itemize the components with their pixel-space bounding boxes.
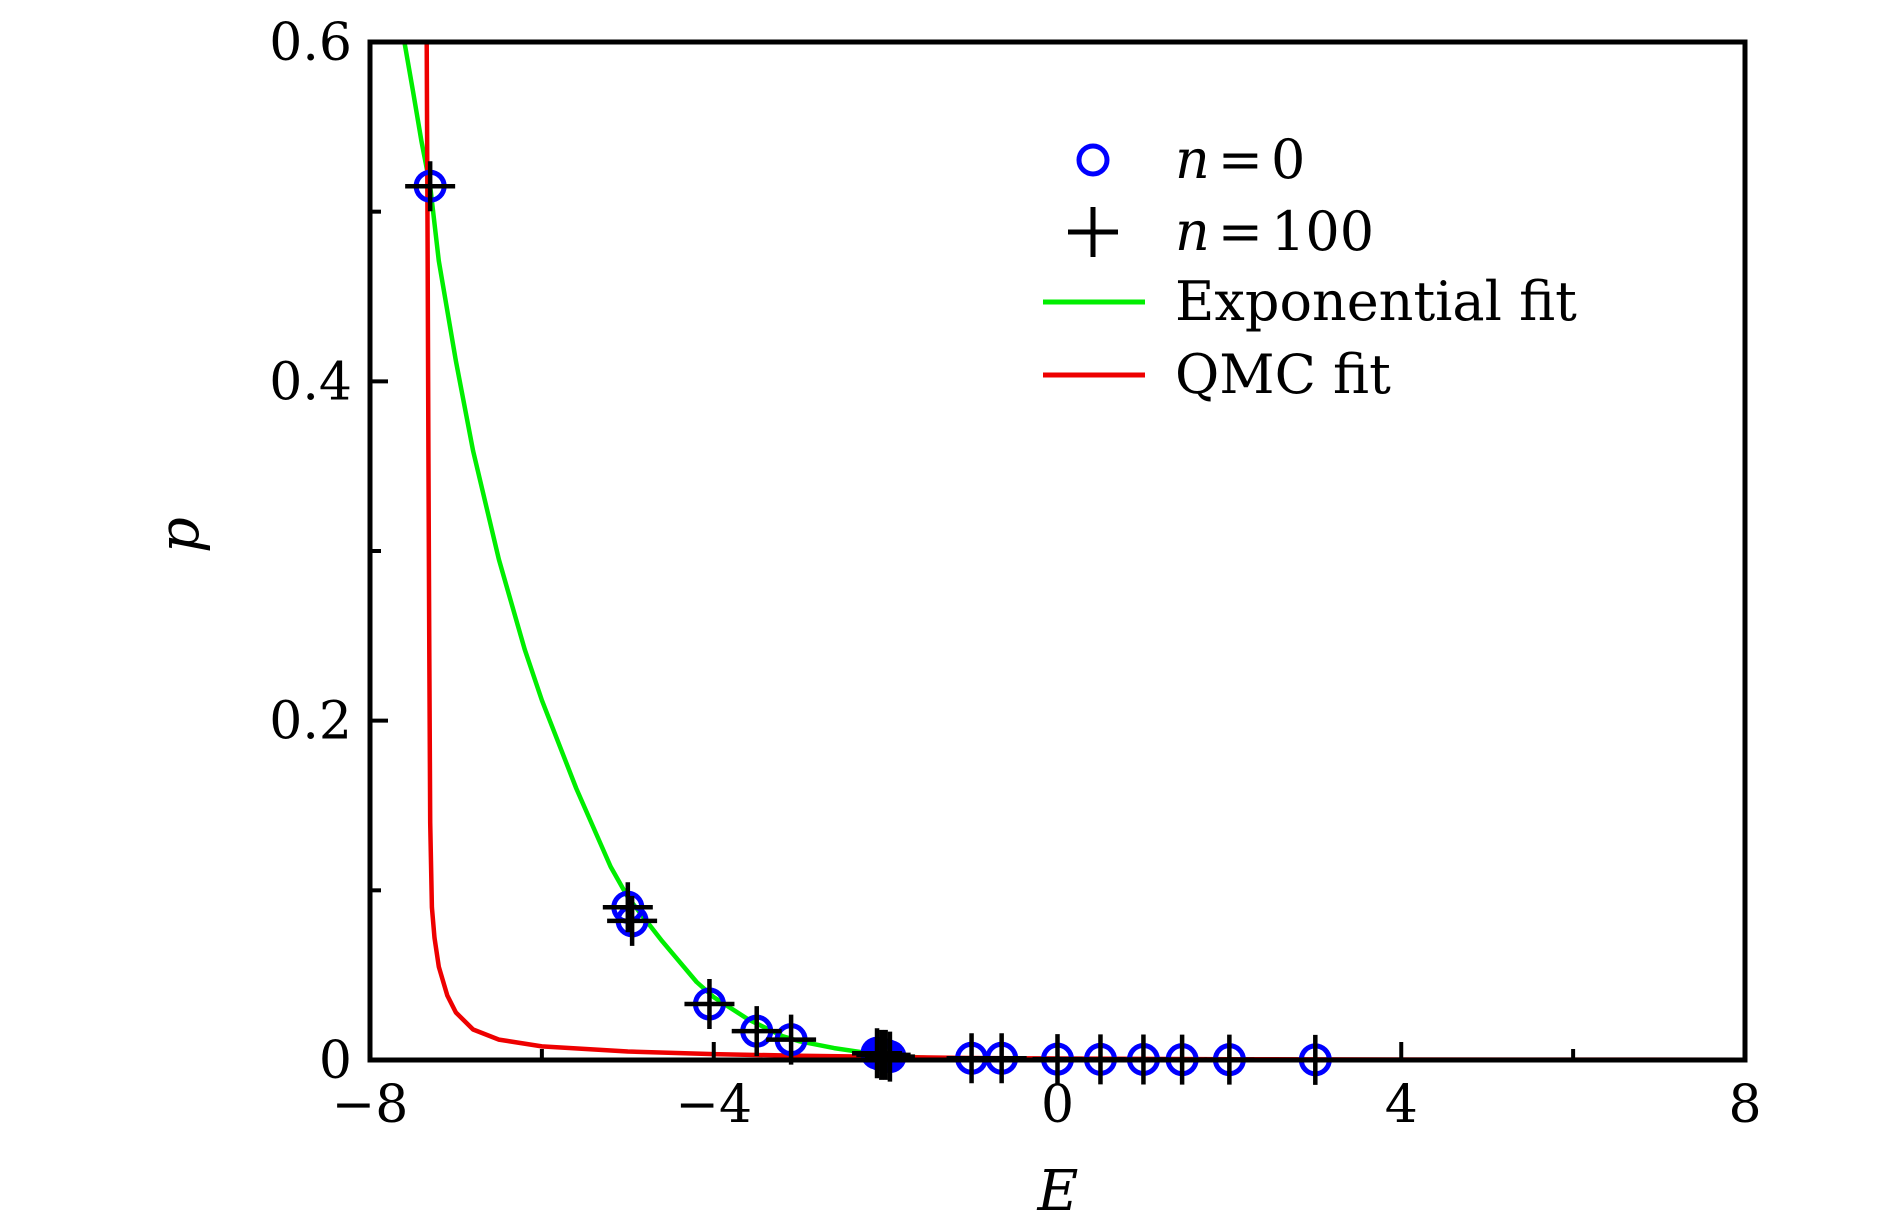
legend-n0-var: n — [1175, 128, 1210, 191]
y-tick-label: 0.4 — [269, 352, 352, 412]
n100-point — [607, 895, 658, 946]
n100-point — [684, 979, 735, 1030]
y-tick-label: 0.2 — [269, 692, 352, 752]
legend-exponential-label: Exponential fit — [1175, 270, 1577, 333]
legend-item-qmc: QMC fit — [1043, 343, 1391, 406]
y-tick-label: 0.6 — [269, 13, 352, 73]
x-tick-label: 4 — [1385, 1075, 1418, 1135]
legend-circle-marker — [1076, 143, 1110, 177]
n100-point — [602, 882, 653, 933]
x-tick-label: 8 — [1728, 1075, 1761, 1135]
tick-labels: −8 −4 0 4 8 0 0.2 0.4 0.6 — [269, 13, 1761, 1135]
y-axis-label: p — [147, 517, 212, 553]
legend-n100-var: n — [1175, 200, 1210, 263]
legend-item-n0: n = 0 — [1076, 128, 1305, 191]
legend-qmc-label: QMC fit — [1175, 343, 1391, 406]
legend-item-n100: n = 100 — [1068, 200, 1374, 263]
legend-n0-eq: = — [1218, 128, 1263, 191]
n100-point — [405, 161, 456, 212]
axis-ticks — [368, 40, 1747, 1062]
plot-frame — [367, 39, 1748, 1063]
legend-item-exponential: Exponential fit — [1043, 270, 1577, 333]
svg-text:n=100: n = 100 — [1175, 200, 1374, 263]
n100-point — [864, 1031, 915, 1082]
x-tick-label: −8 — [332, 1075, 409, 1135]
svg-text:n=0: n = 0 — [1175, 128, 1305, 191]
x-tick-label: 0 — [1041, 1075, 1074, 1135]
legend-n100-eq: = — [1218, 200, 1263, 263]
n100-point — [731, 1006, 782, 1057]
x-tick-label: −4 — [675, 1075, 752, 1135]
n100-point — [766, 1014, 817, 1065]
legend: n = 0 n = 100 Exponential fit QMC fit — [1043, 128, 1577, 406]
legend-n100-val: 100 — [1271, 200, 1374, 263]
legend-n0-val: 0 — [1271, 128, 1305, 191]
y-tick-label: 0 — [319, 1031, 352, 1091]
x-axis-label: E — [1037, 1159, 1079, 1224]
